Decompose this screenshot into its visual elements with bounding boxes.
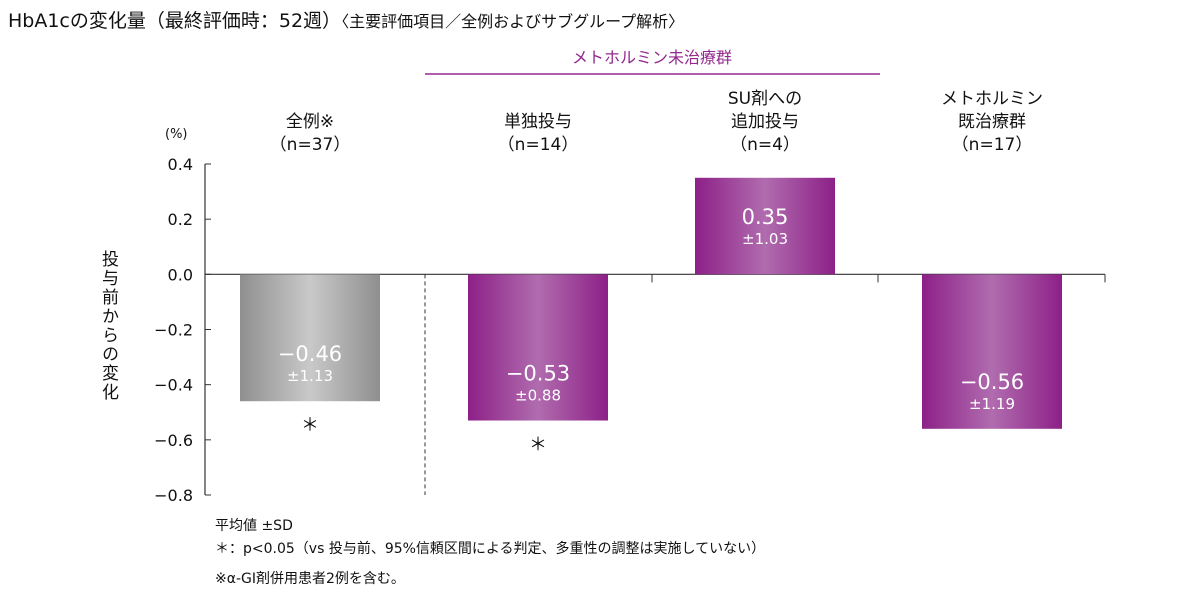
category-label: 追加投与: [731, 112, 799, 132]
category-label: SU剤への: [728, 89, 802, 109]
unit-label: (%): [165, 127, 188, 142]
y-tick-label: −0.2: [154, 321, 193, 340]
title-sub: 〈主要評価項目／全例およびサブグループ解析〉: [341, 12, 685, 31]
significance-marker: ＊: [529, 435, 547, 456]
category-label: 全例※: [286, 112, 334, 132]
bar-value-label: 0.35: [742, 205, 789, 229]
significance-marker: ＊: [301, 415, 319, 436]
y-axis-label: 投与前からの変化: [98, 250, 119, 402]
bar-sd-label: ±1.19: [969, 395, 1015, 413]
y-tick-label: −0.4: [154, 376, 193, 395]
y-tick-label: −0.8: [154, 486, 193, 505]
bar: [468, 274, 608, 421]
category-label: （n=14）: [498, 135, 579, 155]
bar-sd-label: ±0.88: [515, 387, 561, 405]
bar-value-label: −0.53: [506, 362, 570, 386]
category-label: メトホルミン: [941, 89, 1043, 109]
bar: [240, 274, 380, 402]
category-label: （n=4）: [730, 135, 800, 155]
category-label: （n=17）: [952, 135, 1033, 155]
group-label: メトホルミン未治療群: [572, 48, 732, 67]
bar-sd-label: ±1.03: [742, 230, 788, 248]
y-tick-label: −0.6: [154, 431, 193, 450]
category-label: 既治療群: [958, 112, 1026, 132]
note-mean-sd: 平均値 ±SD: [215, 518, 293, 534]
note-significance: ＊：p<0.05（vs 投与前、95%信頼区間による判定、多重性の調整は実施して…: [215, 541, 766, 557]
y-tick-label: 0.0: [168, 265, 193, 284]
category-label: 単独投与: [504, 112, 572, 132]
category-label: （n=37）: [270, 135, 351, 155]
bar-sd-label: ±1.13: [287, 367, 333, 385]
bar-value-label: −0.56: [960, 370, 1024, 394]
bar: [922, 274, 1062, 429]
bar: [695, 177, 835, 275]
bar-value-label: −0.46: [278, 342, 342, 366]
chart-title: HbA1cの変化量（最終評価時：52週）〈主要評価項目／全例およびサブグループ解…: [8, 6, 684, 33]
y-tick-label: 0.4: [168, 155, 193, 174]
y-tick-label: 0.2: [168, 210, 193, 229]
title-main: HbA1cの変化量（最終評価時：52週）: [8, 10, 342, 32]
note-alpha-gi: ※α-GI剤併用患者2例を含む。: [215, 571, 405, 587]
